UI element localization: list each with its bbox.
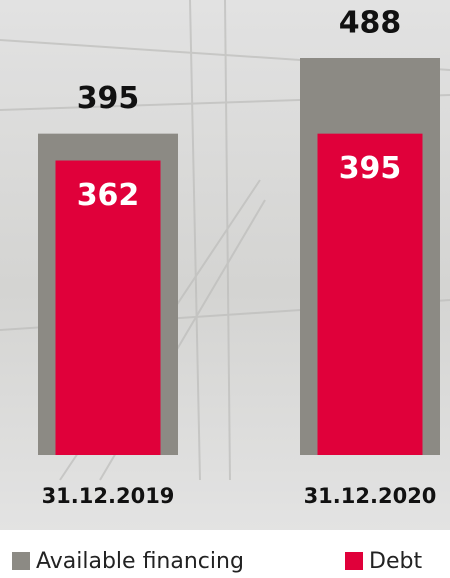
value-label: 362 bbox=[77, 178, 140, 213]
value-label: 488 bbox=[339, 6, 402, 41]
bar bbox=[55, 160, 161, 456]
legend-background bbox=[0, 530, 450, 578]
legend-label: Debt bbox=[369, 549, 422, 574]
legend-swatch bbox=[345, 552, 363, 570]
legend-label: Available financing bbox=[36, 549, 244, 574]
x-tick-label: 31.12.2020 bbox=[304, 484, 437, 508]
x-tick-label: 31.12.2019 bbox=[42, 484, 175, 508]
legend-swatch bbox=[12, 552, 30, 570]
bar bbox=[317, 133, 423, 456]
value-label: 395 bbox=[77, 81, 140, 116]
value-label: 395 bbox=[339, 151, 402, 186]
